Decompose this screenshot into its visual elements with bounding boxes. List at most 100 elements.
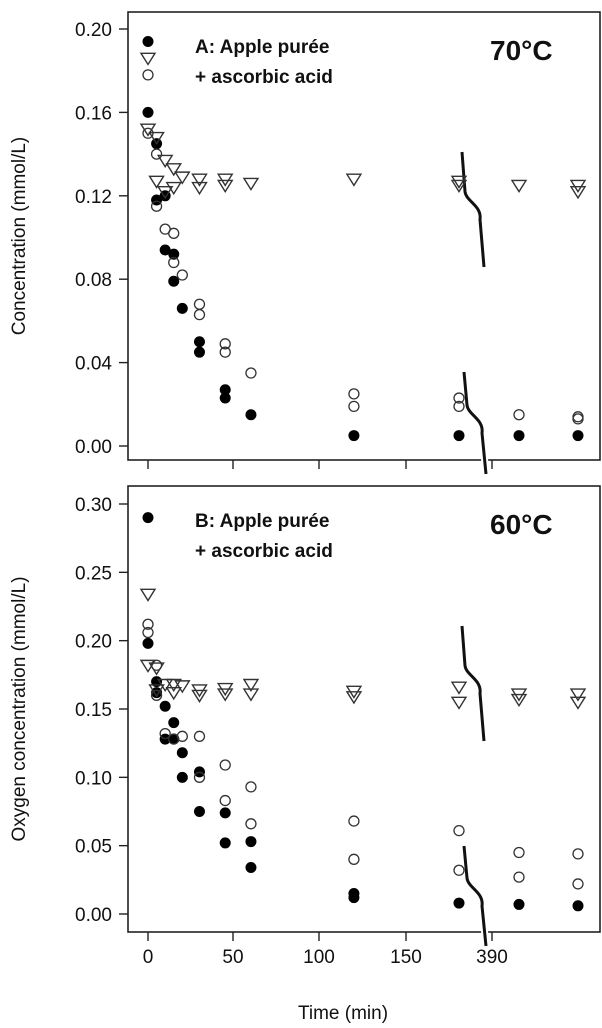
data-point-filled-circle: [572, 900, 584, 912]
data-point-open-circle: [219, 794, 231, 807]
data-point-open-triangle: [139, 123, 157, 137]
data-point-open-triangle: [345, 691, 363, 705]
data-point-filled-circle: [168, 717, 180, 729]
data-point-open-triangle: [148, 131, 165, 146]
y-tick-label: 0.25: [75, 563, 112, 584]
data-point-filled-circle: [245, 836, 257, 848]
x-tick-label: 100: [303, 947, 335, 968]
data-point-open-triangle: [569, 688, 587, 702]
data-point-filled-circle: [219, 807, 231, 819]
data-point-filled-circle: [142, 106, 154, 118]
data-point-open-circle: [513, 409, 525, 421]
data-point-open-circle: [572, 878, 584, 890]
data-point-filled-circle: [142, 36, 154, 48]
data-point-open-triangle: [148, 662, 165, 676]
data-point-filled-circle: [142, 637, 154, 649]
y-tick-label: 0.20: [75, 632, 112, 653]
data-point-filled-circle: [348, 892, 360, 904]
panel-label-line2: + ascorbic acid: [195, 67, 333, 88]
data-point-filled-circle: [513, 430, 525, 442]
data-point-open-triangle: [216, 179, 234, 193]
data-point-open-triangle: [345, 173, 363, 187]
data-point-open-circle: [168, 256, 180, 269]
data-point-open-triangle: [216, 688, 234, 702]
data-point-open-triangle: [450, 179, 468, 193]
data-point-open-triangle: [156, 154, 174, 168]
data-point-open-circle: [219, 338, 231, 350]
panel-label-line1: A: Apple purée: [195, 37, 329, 58]
data-point-open-circle: [453, 392, 465, 404]
data-point-filled-circle: [176, 747, 188, 759]
axis-break-gap: [460, 845, 490, 947]
x-tick-label: 50: [222, 947, 243, 968]
y-tick-label: 0.30: [75, 495, 112, 516]
data-point-open-triangle: [148, 684, 165, 698]
data-point-open-circle: [150, 148, 163, 160]
data-point-filled-circle: [245, 862, 257, 874]
data-point-filled-circle: [219, 837, 231, 849]
data-point-open-triangle: [174, 680, 191, 694]
data-point-open-triangle: [242, 678, 260, 693]
data-point-open-circle: [142, 618, 154, 630]
data-point-open-circle: [453, 400, 465, 413]
data-point-open-circle: [150, 200, 163, 212]
data-point-filled-circle: [151, 687, 163, 699]
y-axis-title: Oxygen concentration (mmol/L): [9, 576, 30, 841]
data-point-filled-circle: [168, 275, 180, 287]
data-point-open-triangle: [569, 186, 587, 200]
data-point-open-circle: [176, 730, 188, 742]
data-point-open-circle: [245, 367, 257, 379]
data-point-open-triangle: [156, 186, 174, 200]
data-point-open-circle: [572, 413, 584, 425]
data-point-open-circle: [193, 730, 206, 742]
data-point-open-triangle: [242, 688, 260, 702]
temperature-label: 60°C: [490, 509, 553, 540]
data-point-open-circle: [168, 227, 180, 239]
data-point-filled-circle: [348, 430, 360, 442]
data-point-open-circle: [245, 818, 257, 830]
y-tick-label: 0.00: [75, 437, 112, 458]
data-point-open-circle: [159, 727, 171, 740]
axis-break-mark: [462, 845, 488, 947]
data-point-open-triangle: [191, 173, 208, 187]
data-point-open-triangle: [569, 696, 587, 710]
data-point-open-triangle: [139, 588, 157, 602]
y-tick-label: 0.04: [75, 354, 112, 375]
y-tick-label: 0.15: [75, 700, 112, 721]
panel-label-line1: B: Apple purée: [195, 511, 329, 532]
data-point-filled-circle: [176, 302, 188, 314]
x-axis-title: Time (min): [298, 1003, 388, 1024]
data-point-filled-circle: [453, 897, 465, 909]
y-tick-label: 0.08: [75, 270, 112, 291]
data-point-filled-circle: [219, 392, 231, 404]
data-point-filled-circle: [245, 409, 257, 421]
data-point-open-circle: [193, 308, 206, 321]
data-point-open-triangle: [156, 678, 174, 693]
temperature-label: 70°C: [490, 35, 553, 66]
data-point-open-circle: [142, 69, 154, 81]
data-point-filled-circle: [193, 346, 205, 358]
data-point-filled-circle: [193, 336, 205, 348]
data-point-open-triangle: [242, 177, 260, 191]
y-tick-label: 0.00: [75, 905, 112, 926]
data-point-filled-circle: [176, 771, 188, 783]
data-point-open-triangle: [165, 181, 183, 196]
data-point-open-circle: [150, 689, 163, 701]
data-point-open-circle: [348, 853, 360, 865]
y-tick-label: 0.16: [75, 103, 112, 124]
data-point-open-circle: [142, 626, 154, 639]
data-point-filled-circle: [513, 898, 525, 910]
data-point-filled-circle: [572, 430, 584, 442]
axis-break-mark: [460, 151, 486, 268]
data-point-filled-circle: [168, 248, 180, 260]
data-point-open-circle: [348, 815, 360, 827]
panel-label-line2: + ascorbic acid: [195, 541, 333, 562]
data-point-open-circle: [348, 388, 360, 400]
data-point-open-circle: [453, 864, 465, 876]
data-point-filled-circle: [453, 430, 465, 442]
plot-frame: [127, 11, 601, 461]
data-point-open-circle: [219, 759, 231, 771]
data-point-open-circle: [176, 269, 188, 281]
data-point-open-triangle: [191, 181, 208, 196]
data-point-open-triangle: [165, 163, 183, 177]
